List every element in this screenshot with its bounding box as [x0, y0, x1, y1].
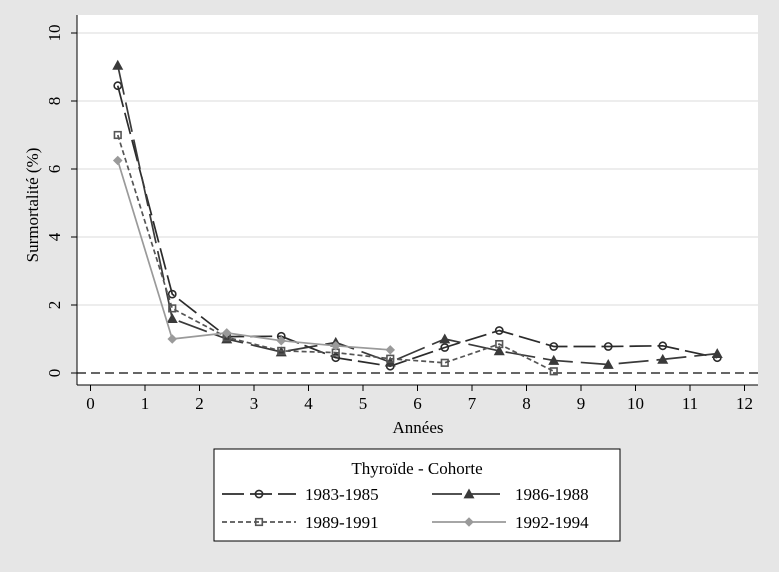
legend-item-1983-1985: 1983-1985: [222, 485, 379, 504]
data-point-1983-1985: [658, 341, 668, 351]
legend-swatch-marker: [464, 517, 474, 527]
data-point-1986-1988: [548, 354, 560, 365]
data-point-1986-1988: [493, 345, 505, 356]
y-tick-label: 0: [45, 369, 64, 378]
series-layer: [112, 59, 723, 376]
data-point-1986-1988: [439, 333, 451, 344]
x-tick-label: 4: [304, 394, 313, 413]
data-point-1983-1985: [167, 289, 177, 299]
data-point-1989-1991: [277, 346, 286, 356]
data-point-1986-1988: [711, 348, 723, 359]
grid-lines: [77, 32, 758, 306]
x-tick-label: 7: [468, 394, 477, 413]
legend-swatch-marker: [254, 489, 264, 499]
data-point-1983-1985: [331, 353, 341, 363]
legend-label: 1989-1991: [305, 513, 379, 532]
data-point-1992-1994: [385, 345, 396, 355]
series-1992-1994: [112, 155, 396, 355]
x-tick-label: 12: [736, 394, 753, 413]
data-point-1992-1994: [330, 341, 341, 351]
x-tick-label: 0: [86, 394, 95, 413]
x-tick-label: 6: [413, 394, 422, 413]
legend-label: 1992-1994: [515, 513, 589, 532]
series-line-1986-1988: [116, 65, 718, 366]
y-axis-title: Surmortalité (%): [23, 148, 42, 263]
data-point-1983-1985: [494, 326, 504, 335]
data-point-1989-1991: [168, 304, 177, 313]
legend-swatch-marker: [254, 517, 264, 527]
data-point-1992-1994: [112, 155, 123, 166]
y-tick-label: 8: [45, 97, 64, 106]
legend-item-1992-1994: 1992-1994: [432, 513, 589, 532]
y-tick-label: 6: [45, 165, 64, 174]
x-tick-label: 8: [522, 394, 531, 413]
data-point-1986-1988: [112, 59, 124, 70]
data-point-1989-1991: [440, 358, 449, 367]
data-point-1992-1994: [276, 335, 287, 346]
series-line-1992-1994: [116, 160, 391, 351]
series-line-1983-1985: [116, 85, 718, 368]
legend-swatch-marker: [463, 488, 475, 499]
data-point-1992-1994: [167, 334, 178, 344]
x-tick-label: 5: [359, 394, 368, 413]
y-tick-label: 4: [45, 232, 64, 241]
data-point-1983-1985: [440, 343, 450, 352]
legend-title: Thyroïde - Cohorte: [351, 459, 482, 478]
x-tick-label: 3: [250, 394, 259, 413]
data-point-1989-1991: [549, 367, 558, 376]
plot-area: [77, 15, 758, 385]
data-point-1986-1988: [657, 353, 669, 364]
x-axis-title: Années: [393, 418, 444, 437]
data-point-1986-1988: [602, 359, 614, 369]
x-tick-label: 9: [577, 394, 586, 413]
legend: Thyroïde - Cohorte 1983-1985 1986-1988198…: [213, 448, 621, 542]
legend-label: 1983-1985: [305, 485, 379, 504]
legend-label: 1986-1988: [515, 485, 589, 504]
legend-item-1986-1988: 1986-1988: [432, 485, 589, 504]
data-point-1983-1985: [549, 342, 559, 351]
y-tick-label: 2: [45, 301, 64, 310]
data-point-1989-1991: [113, 130, 122, 140]
legend-item-1989-1991: 1989-1991: [222, 513, 379, 532]
legend-box: [213, 448, 621, 542]
x-tick-label: 11: [682, 394, 698, 413]
legend-items: 1983-1985 1986-1988 1989-1991 1992-1994: [222, 485, 589, 532]
x-tick-label: 1: [141, 394, 150, 413]
data-point-1989-1991: [495, 339, 504, 349]
x-tick-label: 2: [195, 394, 204, 413]
data-point-1986-1988: [166, 313, 178, 323]
x-tick-label: 10: [627, 394, 644, 413]
data-point-1992-1994: [221, 328, 232, 338]
data-point-1989-1991: [386, 354, 395, 363]
series-line-1989-1991: [116, 134, 555, 373]
data-point-1983-1985: [603, 342, 613, 351]
y-tick-label: 10: [45, 25, 64, 42]
